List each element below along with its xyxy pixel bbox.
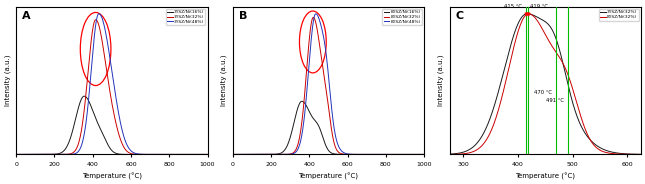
8YSZ/Ni(48%) xyxy=(303,97,310,99)
3YSZ/Ni(32%) xyxy=(92,19,99,21)
Line: 3YSZ/Ni(48%): 3YSZ/Ni(48%) xyxy=(16,14,208,154)
Line: 8YSZ/Ni(48%): 8YSZ/Ni(48%) xyxy=(233,14,424,154)
Line: 8YSZ/Ni(32%): 8YSZ/Ni(32%) xyxy=(233,17,424,154)
3YSZ/Ni(48%) xyxy=(12,153,20,155)
Line: 8YSZ/Ni(32%): 8YSZ/Ni(32%) xyxy=(450,14,641,154)
3YSZ/Ni(48%) xyxy=(204,153,212,155)
3YSZ/Ni(32%) xyxy=(446,153,453,155)
Y-axis label: Intensity (a.u.): Intensity (a.u.) xyxy=(437,55,444,106)
Legend: 3YSZ/Ni(16%), 3YSZ/Ni(32%), 3YSZ/Ni(48%): 3YSZ/Ni(16%), 3YSZ/Ni(32%), 3YSZ/Ni(48%) xyxy=(166,9,205,25)
Line: 3YSZ/Ni(16%): 3YSZ/Ni(16%) xyxy=(16,96,208,154)
3YSZ/Ni(32%) xyxy=(528,13,535,15)
Line: 3YSZ/Ni(32%): 3YSZ/Ni(32%) xyxy=(450,14,641,154)
X-axis label: Temperature (°C): Temperature (°C) xyxy=(515,173,575,180)
3YSZ/Ni(32%) xyxy=(34,153,42,155)
8YSZ/Ni(48%) xyxy=(251,153,259,155)
3YSZ/Ni(32%) xyxy=(12,153,20,155)
8YSZ/Ni(32%) xyxy=(637,153,645,155)
8YSZ/Ni(48%) xyxy=(312,13,320,15)
8YSZ/Ni(16%) xyxy=(229,153,237,155)
3YSZ/Ni(16%) xyxy=(179,153,187,155)
Text: 415 °C: 415 °C xyxy=(504,4,522,9)
3YSZ/Ni(32%) xyxy=(204,153,212,155)
8YSZ/Ni(48%) xyxy=(262,153,270,155)
3YSZ/Ni(32%) xyxy=(633,153,641,155)
Text: 419 °C: 419 °C xyxy=(530,4,548,9)
8YSZ/Ni(32%) xyxy=(417,153,424,155)
8YSZ/Ni(16%) xyxy=(303,105,310,107)
8YSZ/Ni(32%) xyxy=(310,16,317,18)
8YSZ/Ni(16%) xyxy=(417,153,424,155)
3YSZ/Ni(48%) xyxy=(94,14,102,16)
8YSZ/Ni(32%) xyxy=(519,18,527,20)
8YSZ/Ni(32%) xyxy=(446,153,453,155)
3YSZ/Ni(16%) xyxy=(94,123,102,125)
8YSZ/Ni(48%) xyxy=(417,153,424,155)
3YSZ/Ni(16%) xyxy=(34,153,42,155)
Line: 8YSZ/Ni(16%): 8YSZ/Ni(16%) xyxy=(233,101,424,154)
3YSZ/Ni(16%) xyxy=(204,153,212,155)
3YSZ/Ni(48%) xyxy=(34,153,42,155)
Legend: 8YSZ/Ni(16%), 8YSZ/Ni(32%), 8YSZ/Ni(48%): 8YSZ/Ni(16%), 8YSZ/Ni(32%), 8YSZ/Ni(48%) xyxy=(382,9,422,25)
X-axis label: Temperature (°C): Temperature (°C) xyxy=(82,173,142,180)
3YSZ/Ni(48%) xyxy=(95,13,103,15)
Text: A: A xyxy=(22,11,30,21)
8YSZ/Ni(32%) xyxy=(633,153,641,155)
3YSZ/Ni(16%) xyxy=(86,102,94,104)
3YSZ/Ni(48%) xyxy=(179,153,187,155)
8YSZ/Ni(48%) xyxy=(421,153,428,155)
8YSZ/Ni(32%) xyxy=(303,74,310,76)
8YSZ/Ni(16%) xyxy=(311,119,319,121)
8YSZ/Ni(32%) xyxy=(479,144,486,146)
Line: 3YSZ/Ni(32%): 3YSZ/Ni(32%) xyxy=(16,20,208,154)
8YSZ/Ni(16%) xyxy=(298,100,306,102)
8YSZ/Ni(32%) xyxy=(311,18,319,20)
8YSZ/Ni(32%) xyxy=(468,151,475,153)
8YSZ/Ni(32%) xyxy=(262,153,270,155)
Text: C: C xyxy=(455,11,463,21)
Text: B: B xyxy=(239,11,247,21)
3YSZ/Ni(48%) xyxy=(200,153,208,155)
3YSZ/Ni(32%) xyxy=(613,152,620,154)
8YSZ/Ni(16%) xyxy=(262,153,270,155)
8YSZ/Ni(48%) xyxy=(311,15,319,17)
Text: 470 °C: 470 °C xyxy=(534,90,552,95)
Text: 491 °C: 491 °C xyxy=(546,98,564,103)
8YSZ/Ni(48%) xyxy=(396,153,404,155)
3YSZ/Ni(48%) xyxy=(86,88,94,90)
8YSZ/Ni(32%) xyxy=(613,153,620,155)
3YSZ/Ni(32%) xyxy=(479,134,486,136)
3YSZ/Ni(16%) xyxy=(200,153,208,155)
8YSZ/Ni(32%) xyxy=(528,13,535,16)
3YSZ/Ni(32%) xyxy=(86,55,94,57)
Y-axis label: Intensity (a.u.): Intensity (a.u.) xyxy=(4,55,11,106)
Legend: 3YSZ/Ni(32%), 8YSZ/Ni(32%): 3YSZ/Ni(32%), 8YSZ/Ni(32%) xyxy=(599,9,639,21)
3YSZ/Ni(16%) xyxy=(12,153,20,155)
8YSZ/Ni(16%) xyxy=(251,153,259,155)
3YSZ/Ni(16%) xyxy=(81,95,88,97)
3YSZ/Ni(32%) xyxy=(637,153,645,155)
3YSZ/Ni(32%) xyxy=(519,15,527,17)
3YSZ/Ni(16%) xyxy=(46,153,54,155)
3YSZ/Ni(32%) xyxy=(179,153,187,155)
8YSZ/Ni(16%) xyxy=(396,153,404,155)
8YSZ/Ni(32%) xyxy=(524,13,532,15)
8YSZ/Ni(32%) xyxy=(396,153,404,155)
Y-axis label: Intensity (a.u.): Intensity (a.u.) xyxy=(221,55,227,106)
3YSZ/Ni(48%) xyxy=(46,153,54,155)
3YSZ/Ni(32%) xyxy=(46,153,54,155)
3YSZ/Ni(32%) xyxy=(94,22,102,24)
X-axis label: Temperature (°C): Temperature (°C) xyxy=(299,173,359,180)
8YSZ/Ni(32%) xyxy=(251,153,259,155)
3YSZ/Ni(32%) xyxy=(524,13,531,15)
8YSZ/Ni(16%) xyxy=(421,153,428,155)
3YSZ/Ni(32%) xyxy=(468,147,475,149)
3YSZ/Ni(32%) xyxy=(200,153,208,155)
8YSZ/Ni(48%) xyxy=(229,153,237,155)
8YSZ/Ni(32%) xyxy=(229,153,237,155)
8YSZ/Ni(32%) xyxy=(421,153,428,155)
